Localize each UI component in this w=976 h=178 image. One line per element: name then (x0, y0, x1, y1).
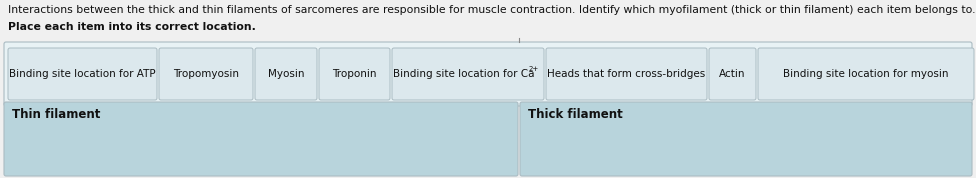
Text: Interactions between the thick and thin filaments of sarcomeres are responsible : Interactions between the thick and thin … (8, 5, 975, 15)
Text: Binding site location for Ca: Binding site location for Ca (393, 69, 535, 79)
Text: Tropomyosin: Tropomyosin (173, 69, 239, 79)
Text: Binding site location for myosin: Binding site location for myosin (784, 69, 949, 79)
FancyBboxPatch shape (392, 48, 544, 100)
Text: Heads that form cross-bridges: Heads that form cross-bridges (548, 69, 706, 79)
FancyBboxPatch shape (159, 48, 253, 100)
FancyBboxPatch shape (546, 48, 707, 100)
FancyBboxPatch shape (4, 42, 972, 106)
Text: Place each item into its correct location.: Place each item into its correct locatio… (8, 22, 256, 32)
FancyBboxPatch shape (709, 48, 756, 100)
FancyBboxPatch shape (319, 48, 390, 100)
Text: Troponin: Troponin (332, 69, 377, 79)
FancyBboxPatch shape (255, 48, 317, 100)
FancyBboxPatch shape (8, 48, 157, 100)
FancyBboxPatch shape (758, 48, 974, 100)
Text: Myosin: Myosin (267, 69, 305, 79)
Text: Thin filament: Thin filament (12, 108, 101, 121)
Text: Binding site location for ATP: Binding site location for ATP (9, 69, 156, 79)
Text: 2+: 2+ (529, 66, 540, 72)
Text: Thick filament: Thick filament (528, 108, 623, 121)
FancyBboxPatch shape (4, 102, 518, 176)
Text: Actin: Actin (719, 69, 746, 79)
FancyBboxPatch shape (520, 102, 972, 176)
